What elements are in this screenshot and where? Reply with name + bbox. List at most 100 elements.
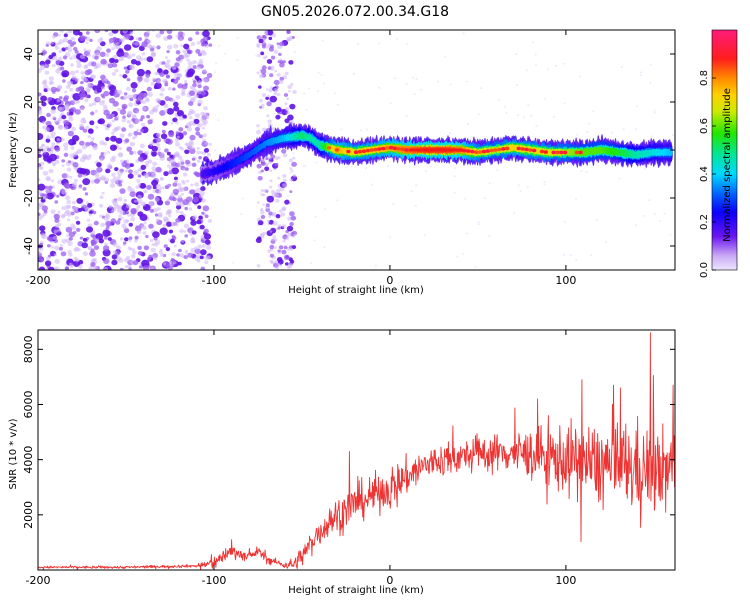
noise-speck: [203, 106, 208, 111]
noise-speck: [149, 208, 155, 213]
noise-speck: [157, 68, 163, 73]
noise-speck: [575, 259, 578, 262]
noise-speck: [178, 127, 184, 132]
noise-speck: [149, 238, 154, 243]
noise-speck: [176, 135, 180, 139]
noise-speck: [172, 87, 176, 91]
noise-speck: [184, 167, 189, 171]
noise-speck: [161, 129, 166, 134]
ridge-peak-cell: [365, 148, 370, 153]
noise-speck: [287, 85, 292, 90]
noise-speck: [80, 81, 84, 85]
noise-speck: [191, 230, 197, 235]
noise-speck: [285, 236, 289, 240]
noise-speck: [100, 152, 104, 156]
noise-speck: [496, 169, 499, 172]
noise-speck: [69, 175, 73, 179]
noise-speck: [291, 245, 297, 250]
noise-speck: [67, 241, 73, 247]
noise-speck: [121, 103, 128, 110]
x-tick-label: 0: [386, 574, 393, 587]
noise-speck: [260, 210, 265, 215]
noise-speck: [192, 215, 198, 220]
colorbar: 0.0 0.2 0.4 0.6 0.8 Normalized spectral ampl…: [699, 29, 738, 278]
noise-speck: [562, 253, 566, 256]
noise-speck: [144, 97, 150, 102]
noise-speck: [269, 95, 278, 103]
noise-speck: [152, 161, 158, 166]
noise-speck: [293, 233, 296, 236]
noise-speck: [111, 207, 117, 212]
noise-speck: [41, 64, 45, 68]
noise-speck: [517, 184, 520, 187]
noise-speck: [202, 133, 207, 138]
noise-speck: [96, 97, 101, 102]
noise-speck: [497, 98, 501, 101]
noise-speck: [198, 215, 203, 220]
noise-speck: [48, 168, 54, 174]
noise-speck: [105, 168, 111, 174]
noise-speck: [189, 238, 196, 244]
noise-speck: [170, 238, 175, 244]
noise-speck: [152, 77, 156, 81]
noise-speck: [392, 203, 395, 206]
noise-speck: [58, 106, 65, 112]
noise-speck: [103, 216, 109, 222]
noise-speck: [595, 219, 598, 222]
noise-speck: [162, 78, 168, 84]
spectrogram-x-axis-label: Height of straight line (km): [288, 285, 424, 296]
noise-speck: [199, 151, 204, 155]
noise-speck: [183, 80, 188, 83]
noise-speck: [141, 259, 150, 268]
noise-speck: [54, 146, 61, 152]
noise-speck: [156, 104, 160, 108]
noise-speck: [163, 103, 169, 109]
noise-speck: [164, 82, 169, 87]
noise-speck: [137, 245, 142, 250]
noise-speck: [134, 239, 138, 243]
noise-speck: [88, 246, 92, 250]
noise-speck: [111, 172, 116, 177]
noise-speck: [477, 221, 480, 224]
noise-speck: [352, 72, 355, 75]
noise-speck: [241, 197, 244, 200]
noise-speck: [271, 238, 275, 242]
noise-speck: [658, 220, 661, 222]
noise-speck: [307, 87, 310, 90]
noise-speck: [72, 162, 79, 168]
noise-speck: [68, 114, 73, 119]
noise-speck: [256, 264, 261, 268]
noise-speck: [67, 30, 73, 34]
noise-speck: [54, 45, 60, 50]
noise-speck: [182, 131, 188, 136]
noise-speck: [129, 259, 134, 264]
x-tick-label: -200: [26, 574, 51, 587]
snr-series-line: [38, 332, 675, 570]
noise-speck: [63, 125, 69, 131]
noise-speck: [256, 163, 262, 169]
noise-speck: [201, 211, 205, 215]
noise-speck: [192, 83, 197, 88]
noise-speck: [63, 104, 69, 110]
noise-speck: [85, 125, 90, 130]
noise-speck: [555, 64, 558, 67]
noise-speck: [45, 59, 51, 65]
noise-speck: [108, 32, 114, 37]
noise-speck: [200, 38, 206, 44]
noise-speck: [203, 233, 212, 240]
noise-speck: [146, 86, 152, 92]
noise-speck: [142, 231, 147, 235]
noise-speck: [167, 44, 173, 50]
noise-speck: [108, 85, 117, 92]
noise-speck: [82, 237, 87, 242]
noise-speck: [254, 54, 258, 57]
noise-speck: [137, 183, 141, 187]
noise-speck: [99, 157, 104, 162]
noise-speck: [198, 134, 203, 139]
noise-speck: [70, 223, 76, 229]
noise-speck: [119, 109, 127, 115]
noise-speck: [283, 254, 290, 260]
noise-speck: [269, 169, 273, 172]
noise-speck: [56, 119, 61, 123]
noise-speck: [130, 82, 138, 89]
